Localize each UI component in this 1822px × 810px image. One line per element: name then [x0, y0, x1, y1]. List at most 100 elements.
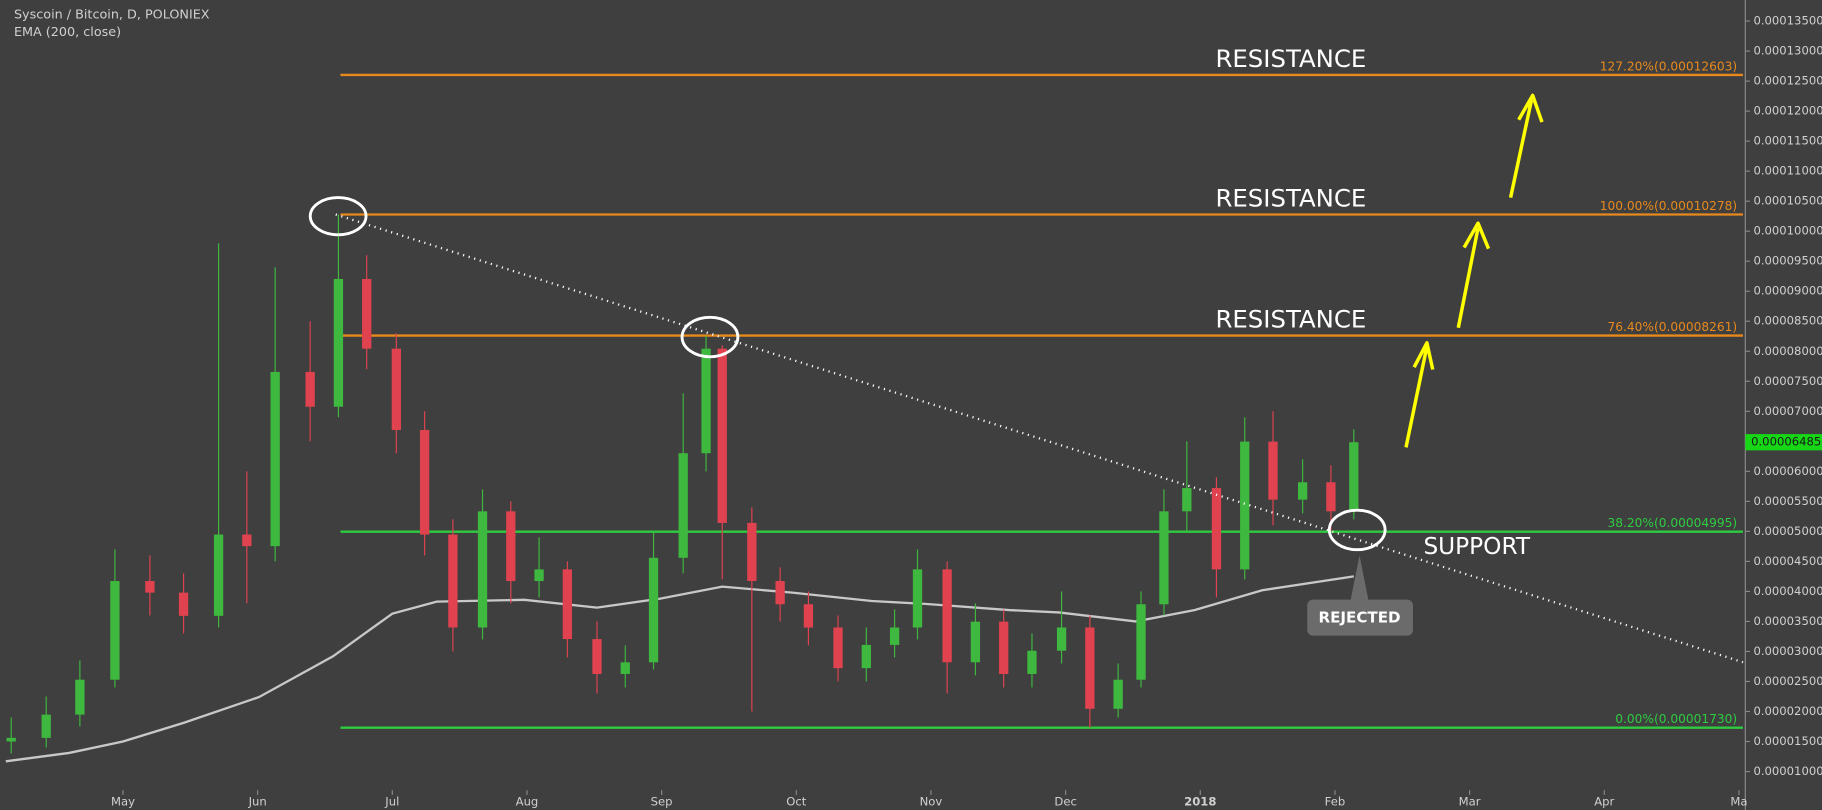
candle-body [1113, 679, 1123, 709]
ema-line [5, 575, 1354, 763]
y-tick-label: 0.00012500 [1753, 74, 1822, 88]
candle-body [1297, 482, 1308, 500]
candle-body [270, 371, 280, 547]
candle-body [1085, 627, 1095, 709]
y-tick-label: 0.00003500 [1753, 614, 1822, 628]
y-tick-label: 0.00008000 [1753, 344, 1822, 358]
x-tick-label: Feb [1325, 794, 1346, 808]
y-tick-label: 0.00007000 [1753, 404, 1822, 418]
fib-level-label: 76.40%(0.00008261) [1608, 320, 1738, 334]
candle-body [999, 621, 1009, 674]
candle-body [861, 644, 871, 669]
y-tick-label: 0.00004000 [1753, 584, 1822, 598]
y-tick-label: 0.00010500 [1753, 194, 1822, 208]
y-tick-label: 0.00007500 [1753, 374, 1822, 388]
arrow [1456, 221, 1491, 329]
y-tick-label: 0.00011000 [1753, 164, 1822, 178]
fib-level-label: 127.20%(0.00012603) [1600, 59, 1737, 73]
candle-body [775, 581, 785, 605]
candle-body [1326, 482, 1336, 512]
candle-body [889, 627, 900, 645]
y-tick-label: 0.00008500 [1753, 314, 1822, 328]
x-tick-label: Ma [1730, 794, 1747, 808]
y-tick-label: 0.00006000 [1753, 464, 1822, 478]
resistance-label: RESISTANCE [1215, 183, 1366, 212]
y-tick-label: 0.00009500 [1753, 254, 1822, 268]
candle-body [41, 714, 51, 738]
candle-body [942, 569, 952, 663]
highlight-circle [308, 196, 368, 237]
y-tick-label: 0.00002500 [1753, 674, 1822, 688]
candle-body [1349, 442, 1359, 512]
x-tick-label: Dec [1054, 794, 1076, 808]
candle-body [145, 581, 155, 593]
candle-body [213, 534, 224, 616]
y-tick-label: 0.00010000 [1753, 224, 1822, 238]
y-tick-label: 0.00005500 [1753, 494, 1822, 508]
trend-line [335, 213, 1744, 664]
y-tick-label: 0.00012000 [1753, 104, 1822, 118]
candle-body [75, 679, 85, 715]
last-price-box [1745, 434, 1822, 451]
candle-body [362, 278, 372, 349]
callout-box [1307, 599, 1413, 636]
y-tick-label: 0.00001000 [1753, 764, 1822, 778]
y-tick-label: 0.00003000 [1753, 644, 1822, 658]
candle-body [506, 511, 516, 582]
arrows [1404, 93, 1544, 448]
candle-body [333, 278, 344, 407]
highlight-circle [1327, 508, 1387, 552]
x-tick-label: Jul [384, 794, 399, 808]
candle-body [305, 371, 315, 407]
last-price-label: 0.00006485 [1751, 435, 1821, 449]
x-tick-label: Sep [651, 794, 673, 808]
candle-body [701, 348, 711, 454]
candle-body [678, 453, 688, 558]
y-tick-label: 0.00013000 [1753, 44, 1822, 58]
y-tick-label: 0.00002000 [1753, 704, 1822, 718]
candle-body [242, 534, 252, 547]
candle-body [1136, 604, 1146, 680]
y-tick-label: 0.00005000 [1753, 524, 1822, 538]
x-tick-label: Apr [1594, 794, 1614, 808]
candle-body [592, 639, 602, 674]
candle-body [1027, 650, 1037, 674]
resistance-label: RESISTANCE [1215, 44, 1366, 73]
chart-title: Syscoin / Bitcoin, D, POLONIEX [14, 8, 210, 23]
x-tick-label: Nov [920, 794, 943, 808]
candle-body [1211, 488, 1222, 570]
candle-body [1240, 441, 1250, 570]
candle-body [1182, 488, 1192, 512]
candle-body [6, 737, 16, 742]
y-tick-label: 0.00004500 [1753, 554, 1822, 568]
candle-body [912, 569, 923, 628]
arrow [1508, 93, 1544, 198]
candle-body [747, 522, 757, 582]
highlight-circle [680, 315, 740, 359]
candle-body [562, 569, 573, 640]
y-tick-label: 0.00013500 [1753, 14, 1822, 28]
support-label: SUPPORT [1423, 533, 1530, 560]
candle-body [833, 627, 843, 669]
x-tick-label: Oct [786, 794, 807, 808]
annotation-shapes [308, 196, 1387, 552]
x-tick-label: Mar [1459, 794, 1481, 808]
candle-body [717, 348, 727, 523]
x-tick-label: Jun [248, 794, 267, 808]
candle-body [1159, 511, 1169, 605]
candle-body [648, 557, 659, 663]
candle-body [477, 511, 488, 628]
resistance-label: RESISTANCE [1215, 304, 1366, 333]
candle-body [448, 534, 458, 628]
x-tick-label: 2018 [1184, 794, 1216, 808]
candle-body [620, 662, 630, 674]
y-tick-label: 0.00009000 [1753, 284, 1822, 298]
fib-level-label: 100.00%(0.00010278) [1600, 199, 1737, 213]
candle-body [803, 604, 814, 628]
candle-body [1056, 627, 1067, 651]
x-tick-label: May [111, 794, 135, 808]
arrow [1404, 341, 1435, 448]
chart-subtitle: EMA (200, close) [14, 25, 121, 40]
